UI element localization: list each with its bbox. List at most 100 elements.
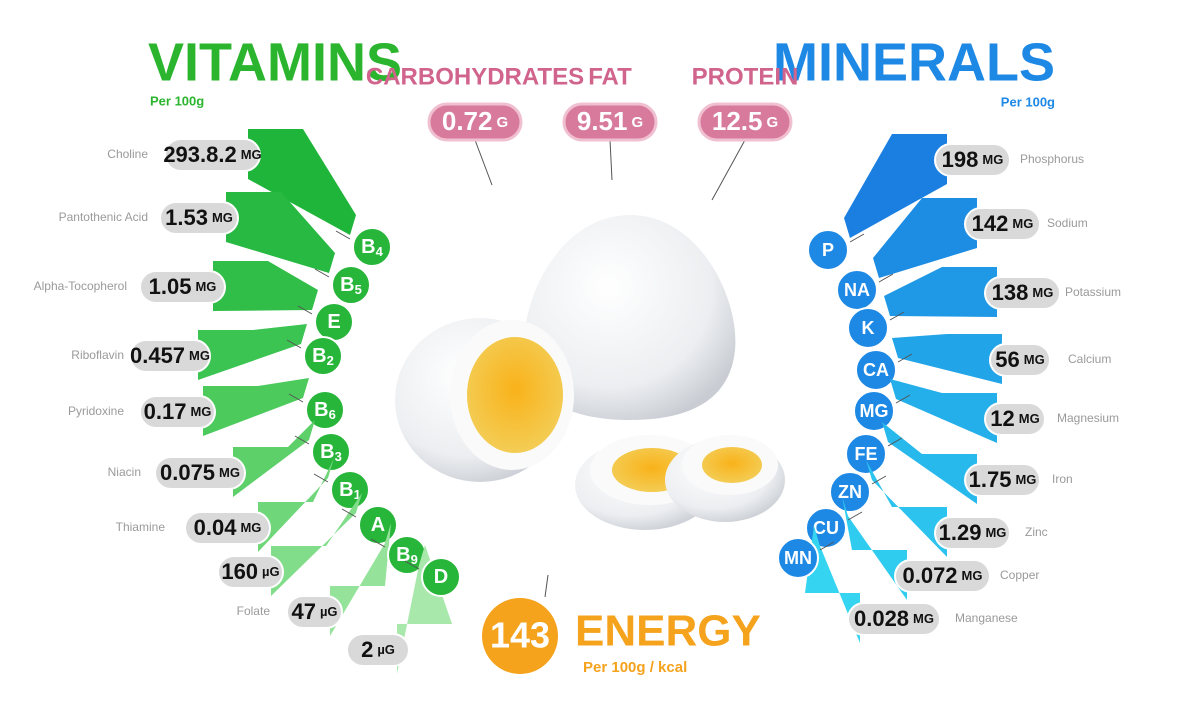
vitamins-title: VITAMINS xyxy=(148,32,402,92)
macro-amount: 12.5 G xyxy=(712,106,778,136)
mineral-name: Copper xyxy=(1000,568,1039,582)
amount: 160 µG xyxy=(221,559,279,584)
amount-unit: MG xyxy=(962,568,983,583)
yolk xyxy=(467,337,563,453)
vitamin-symbol: B1 xyxy=(339,479,361,502)
amount-pill xyxy=(989,343,1051,377)
amount-unit: MG xyxy=(1024,352,1045,367)
vitamin-bar xyxy=(233,420,315,497)
amount-unit: µG xyxy=(262,564,280,579)
amount-value: 0.04 xyxy=(194,515,238,540)
amount-pill xyxy=(964,463,1041,497)
macro-name: PROTEIN xyxy=(692,63,799,90)
vitamin-bar xyxy=(198,324,307,380)
mineral-name: Potassium xyxy=(1065,285,1121,299)
amount-unit: MG xyxy=(190,404,211,419)
vitamin-badge xyxy=(352,227,392,267)
amount-unit: MG xyxy=(241,147,262,162)
mineral-name: Iron xyxy=(1052,472,1073,486)
vitamin-letter: B xyxy=(320,441,334,463)
vitamin-letter: A xyxy=(371,514,385,536)
vitamin-subscript: 1 xyxy=(354,487,361,502)
vitamin-letter: B xyxy=(396,544,410,566)
vitamin-symbol: B5 xyxy=(340,274,362,297)
connector xyxy=(544,574,549,598)
amount-value: 1.05 xyxy=(149,274,192,299)
amount: 1.53 MG xyxy=(165,205,233,230)
macro-name: FAT xyxy=(588,63,632,90)
vitamin-bar xyxy=(213,261,318,311)
amount: 47 µG xyxy=(291,599,337,624)
amount-value: 160 xyxy=(221,559,258,584)
energy-subtitle: Per 100g / kcal xyxy=(583,659,687,676)
vitamin-subscript: 6 xyxy=(329,407,336,422)
mineral-badge xyxy=(829,471,871,513)
amount-value: 1.53 xyxy=(165,205,208,230)
mineral-badge xyxy=(845,433,887,475)
amount: 12 MG xyxy=(990,406,1039,431)
amount-value: 1.75 xyxy=(969,467,1012,492)
amount-unit: MG xyxy=(913,611,934,626)
mineral-symbol: MN xyxy=(784,548,812,568)
vitamin-symbol: E xyxy=(327,311,340,333)
connector xyxy=(370,538,386,548)
mineral-symbol: CU xyxy=(813,518,839,538)
amount-pill xyxy=(964,207,1041,241)
macro-pill xyxy=(427,102,523,142)
vitamin-symbol: B6 xyxy=(314,399,336,422)
amount-pill xyxy=(154,456,246,490)
amount: 56 MG xyxy=(995,347,1044,372)
connector xyxy=(889,311,905,321)
vitamin-symbol: B9 xyxy=(396,544,418,567)
vitamin-letter: B xyxy=(339,479,353,501)
macro-value: 12.5 xyxy=(712,106,763,136)
eggs xyxy=(395,215,785,530)
connector xyxy=(294,435,310,445)
vitamin-bar xyxy=(258,458,334,552)
minerals-title: MINERALS xyxy=(773,32,1055,92)
amount: 198 MG xyxy=(942,147,1004,172)
mineral-bar xyxy=(842,496,907,600)
mineral-symbol: P xyxy=(822,240,834,260)
amount-value: 47 xyxy=(291,599,315,624)
amount-value: 12 xyxy=(990,406,1014,431)
amount-pill xyxy=(934,516,1011,550)
mineral-name: Zinc xyxy=(1025,525,1048,539)
amount: 1.05 MG xyxy=(149,274,217,299)
vitamins-subtitle: Per 100g xyxy=(150,93,204,108)
vitamin-subscript: 3 xyxy=(335,449,342,464)
vitamin-subscript: 4 xyxy=(376,244,384,259)
mineral-name: Calcium xyxy=(1068,352,1111,366)
macro-value: 9.51 xyxy=(577,106,628,136)
connector xyxy=(297,305,313,315)
amount-pill xyxy=(184,511,271,545)
vitamin-symbol: B3 xyxy=(320,441,342,464)
amount-value: 142 xyxy=(972,211,1009,236)
vitamin-badge xyxy=(421,557,461,597)
mineral-badge xyxy=(853,390,895,432)
amount-unit: MG xyxy=(219,465,240,480)
amount-value: 56 xyxy=(995,347,1019,372)
connector xyxy=(609,139,613,181)
amount-unit: MG xyxy=(189,348,210,363)
amount-pill xyxy=(984,402,1046,436)
whole-egg xyxy=(524,215,736,420)
mineral-symbol: MG xyxy=(860,401,889,421)
amount: 0.17 MG xyxy=(144,399,212,424)
connector xyxy=(474,139,493,186)
amount-unit: MG xyxy=(1032,285,1053,300)
vitamin-badge xyxy=(305,390,345,430)
amount: 0.457 MG xyxy=(130,343,210,368)
amount-pill xyxy=(129,339,211,373)
mineral-bar xyxy=(892,334,1002,384)
mineral-bar xyxy=(884,267,997,317)
vitamin-bar xyxy=(271,493,362,596)
vitamin-name: Riboflavin xyxy=(71,348,124,362)
mineral-bar xyxy=(882,422,977,504)
vitamin-bar xyxy=(226,192,335,273)
mineral-symbol: CA xyxy=(863,360,889,380)
vitamin-symbol: B4 xyxy=(361,236,383,259)
macro-pill xyxy=(697,102,793,142)
amount-unit: MG xyxy=(1012,216,1033,231)
amount-value: 293.8.2 xyxy=(163,142,236,167)
